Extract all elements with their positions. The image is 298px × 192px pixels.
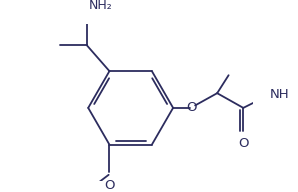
- Text: NH: NH: [270, 88, 290, 101]
- Text: O: O: [104, 179, 115, 192]
- Text: NH₂: NH₂: [89, 0, 113, 12]
- Text: O: O: [238, 137, 249, 150]
- Text: O: O: [186, 101, 196, 114]
